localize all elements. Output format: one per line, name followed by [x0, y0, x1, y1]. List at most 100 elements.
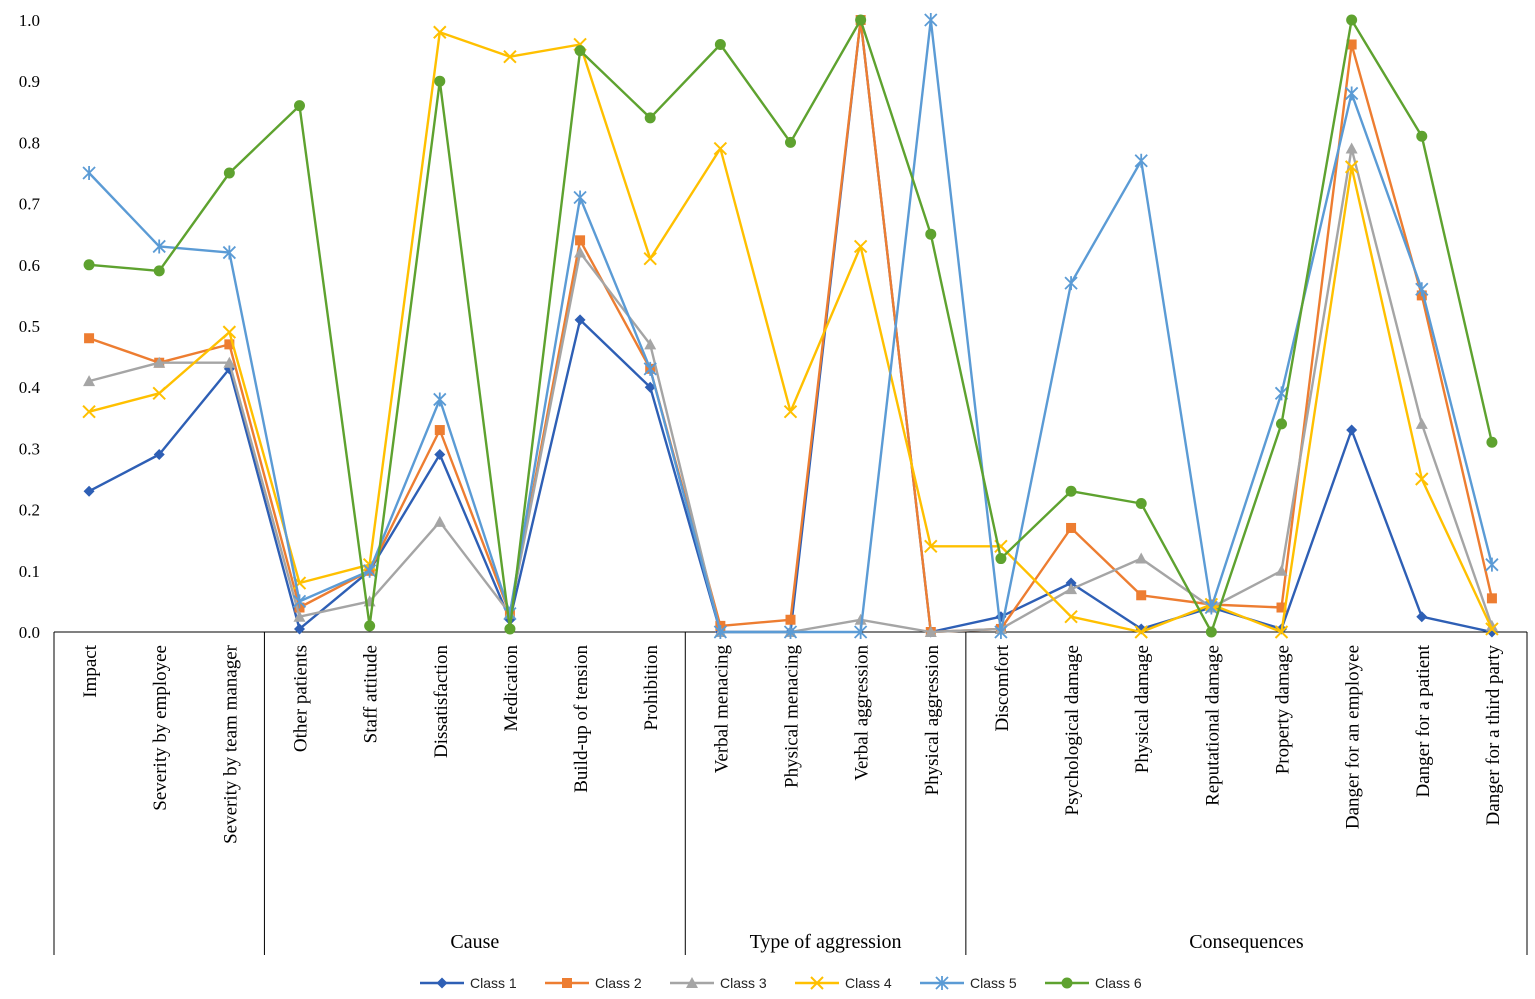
data-point [1485, 619, 1498, 631]
legend-marker [1061, 977, 1073, 989]
data-point [853, 239, 868, 254]
legend-label: Class 1 [470, 975, 517, 991]
legend-item: Class 1 [420, 975, 517, 991]
legend-label: Class 5 [970, 975, 1017, 991]
legend-label: Class 2 [595, 975, 642, 991]
data-point [1064, 276, 1078, 291]
category-label: Property damage [1273, 645, 1294, 774]
legend-marker [810, 976, 824, 990]
data-point [713, 625, 727, 639]
data-point [643, 251, 657, 266]
data-point [644, 381, 656, 393]
series-line [88, 31, 1493, 634]
series-line [88, 18, 1494, 634]
data-point [1416, 130, 1428, 142]
category-label: Danger for an employee [1343, 645, 1364, 829]
data-point [1204, 600, 1218, 615]
legend-marker [436, 977, 448, 989]
category-label: Danger for a patient [1413, 644, 1434, 797]
series-6 [83, 14, 1498, 638]
data-point [1134, 153, 1148, 168]
data-point [1346, 14, 1358, 26]
data-point [1415, 282, 1429, 297]
data-point [854, 625, 868, 639]
data-point [1416, 611, 1428, 623]
data-point [434, 425, 445, 436]
y-tick-label: 0.3 [19, 439, 40, 458]
data-point [1346, 39, 1357, 50]
data-point [294, 100, 305, 112]
legend-item: Class 2 [545, 975, 642, 991]
data-point [924, 539, 938, 554]
category-label: Reputational damage [1202, 645, 1223, 806]
data-point [1275, 564, 1288, 576]
data-point [434, 75, 446, 87]
data-point [152, 386, 166, 401]
category-label: Danger for a third party [1483, 645, 1504, 826]
data-point [433, 25, 447, 39]
category-label: Psychological damage [1062, 645, 1083, 815]
data-point [1134, 625, 1148, 639]
category-label: Staff attitude [361, 645, 382, 743]
data-point [1276, 418, 1287, 430]
y-tick-label: 0.7 [19, 195, 41, 214]
data-point [1065, 577, 1077, 589]
y-tick-label: 1.0 [19, 11, 40, 30]
data-point [83, 259, 95, 271]
data-point [222, 245, 236, 260]
data-point [925, 228, 937, 240]
data-point [83, 485, 95, 497]
data-point [294, 623, 305, 635]
legend-marker [562, 978, 572, 988]
data-point [1486, 593, 1497, 604]
y-tick-label: 0.0 [19, 623, 40, 642]
data-point [363, 563, 377, 578]
data-point [364, 620, 376, 632]
legend-item: Class 6 [1045, 975, 1142, 991]
data-point [644, 338, 657, 350]
data-point [82, 166, 96, 180]
category-label: Verbal aggression [852, 645, 873, 781]
data-point [574, 246, 587, 258]
legend-label: Class 4 [845, 975, 892, 991]
group-label: Cause [450, 931, 499, 953]
data-point [924, 13, 938, 27]
data-point [433, 392, 447, 407]
y-tick-label: 0.1 [19, 562, 40, 581]
category-label: Physical aggression [922, 645, 943, 796]
data-point [644, 112, 656, 124]
series-5 [82, 13, 1499, 639]
data-point [153, 449, 165, 461]
data-point [785, 136, 796, 148]
data-point [503, 606, 517, 621]
data-point [785, 614, 796, 625]
data-point [1066, 522, 1077, 533]
data-point [293, 610, 306, 622]
data-point [292, 594, 307, 609]
data-point [1205, 626, 1217, 638]
legend-marker [935, 976, 949, 990]
data-point [1485, 557, 1499, 572]
data-point [994, 625, 1008, 639]
group-label: Consequences [1189, 931, 1304, 953]
data-point [1274, 625, 1289, 639]
data-point [1276, 602, 1287, 613]
y-tick-label: 0.4 [19, 378, 41, 397]
data-point [1344, 160, 1359, 174]
data-point [575, 235, 586, 246]
category-label: Verbal menacing [711, 645, 732, 774]
legend-label: Class 3 [720, 975, 767, 991]
data-point [153, 265, 165, 277]
data-point [854, 613, 867, 625]
data-point [83, 375, 96, 387]
legend-item: Class 4 [795, 975, 892, 991]
data-point [713, 141, 728, 156]
y-tick-label: 0.8 [19, 133, 40, 152]
data-point [924, 626, 937, 637]
data-point [855, 14, 867, 26]
legend: Class 1 Class 2 Class 3 Class 4 Class 5 Class… [420, 975, 1142, 991]
data-point [574, 314, 586, 326]
data-point [1065, 485, 1077, 497]
series-layer [82, 13, 1499, 639]
data-point [1486, 436, 1498, 448]
